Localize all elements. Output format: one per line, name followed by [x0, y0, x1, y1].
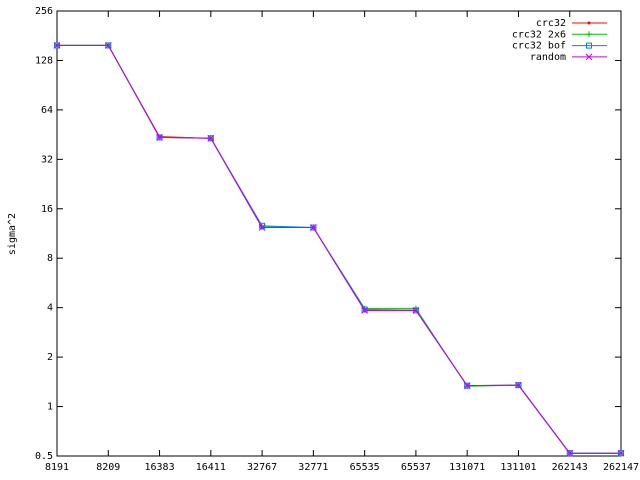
x-tick-label: 8191 [45, 462, 69, 473]
legend-label: crc32 [536, 18, 566, 29]
point [310, 224, 317, 231]
point [361, 307, 368, 314]
y-tick-label: 1 [47, 402, 53, 413]
series-line [57, 44, 621, 454]
point [566, 449, 574, 457]
legend-label: crc32 bof [512, 41, 566, 52]
y-tick-label: 128 [35, 55, 53, 66]
x-tick-label: 262143 [552, 462, 588, 473]
legend-label: random [530, 52, 566, 63]
point [586, 31, 592, 38]
point [53, 42, 61, 49]
y-tick-label: 2 [47, 352, 53, 363]
x-tick-label: 32767 [247, 462, 277, 473]
series-line [57, 44, 621, 454]
y-tick-label: 8 [47, 253, 53, 264]
plot-frame [56, 10, 622, 457]
point [258, 224, 266, 231]
y-tick-label: 32 [41, 154, 53, 165]
y-tick-label: 0.5 [35, 451, 53, 462]
y-tick-label: 64 [41, 105, 53, 116]
point [515, 381, 522, 389]
point [412, 307, 420, 314]
point [104, 42, 112, 49]
y-tick-label: 4 [47, 303, 53, 314]
x-tick-label: 131101 [500, 462, 536, 473]
series-line [57, 44, 621, 454]
point [463, 382, 471, 390]
point [361, 306, 368, 313]
x-tick-label: 32771 [298, 462, 328, 473]
point [207, 134, 215, 142]
series-line [57, 44, 621, 454]
point [156, 134, 163, 141]
y-axis-label: sigma^2 [7, 213, 18, 255]
point [585, 53, 593, 61]
y-tick-label: 256 [35, 6, 53, 17]
point [259, 222, 266, 229]
legend-label: crc32 2x6 [512, 29, 566, 40]
point [587, 21, 591, 25]
x-tick-label: 8209 [96, 462, 120, 473]
x-tick-label: 65537 [401, 462, 431, 473]
x-tick-label: 16383 [144, 462, 174, 473]
x-tick-label: 262147 [603, 462, 639, 473]
x-tick-label: 131071 [449, 462, 485, 473]
point [617, 449, 625, 457]
point [586, 42, 592, 49]
x-tick-label: 65535 [350, 462, 380, 473]
y-tick-label: 16 [41, 204, 53, 215]
x-tick-label: 16411 [196, 462, 226, 473]
